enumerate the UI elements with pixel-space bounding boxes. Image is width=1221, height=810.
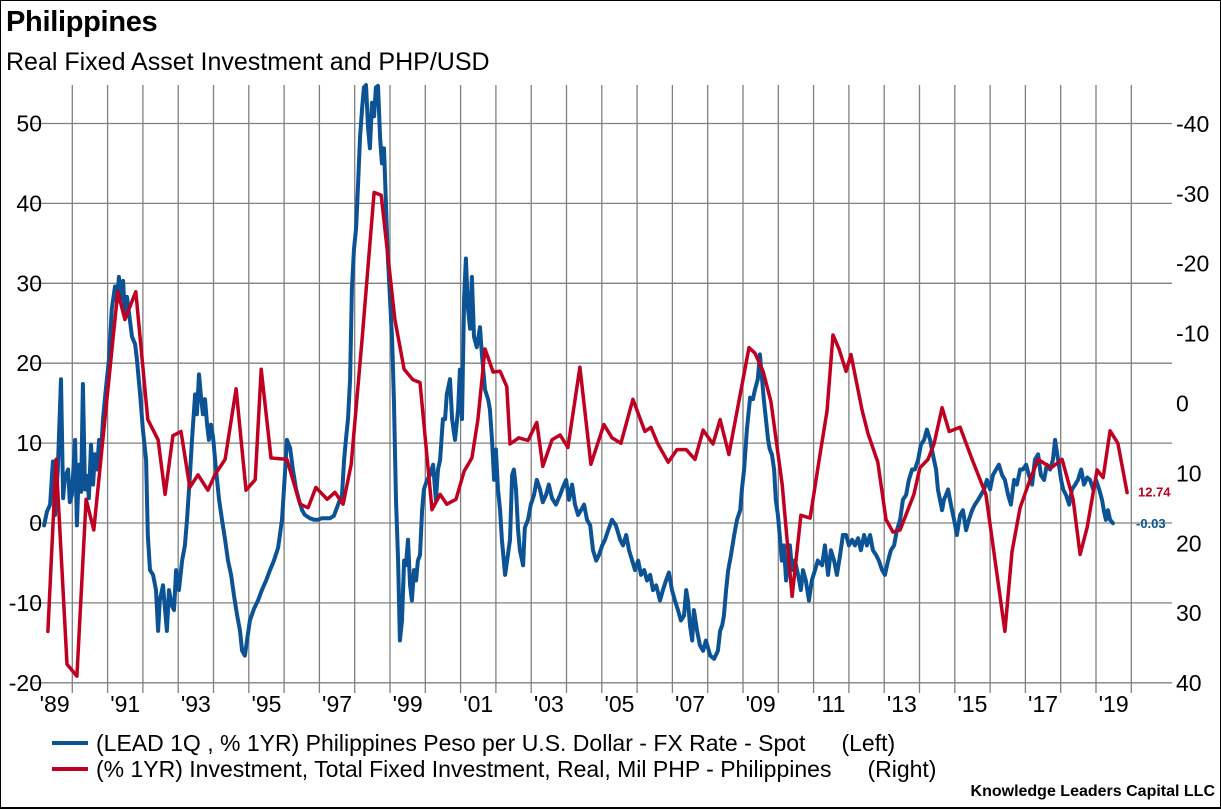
end-label-investment: 12.74 (1138, 485, 1171, 500)
left-tick-label: 30 (16, 270, 42, 296)
source-credit: Knowledge Leaders Capital LLC (970, 783, 1215, 800)
end-label-php-usd: -0.03 (1136, 516, 1166, 531)
x-tick-label: '07 (675, 691, 705, 717)
right-tick-label: 30 (1176, 600, 1202, 626)
right-tick-label: 10 (1176, 460, 1202, 486)
x-tick-label: '11 (817, 691, 845, 717)
series-line-php-usd (42, 83, 1115, 661)
chart-subtitle: Real Fixed Asset Investment and PHP/USD (6, 48, 490, 76)
x-tick-label: '89 (40, 691, 70, 717)
legend: (LEAD 1Q , % 1YR) Philippines Peso per U… (52, 730, 936, 782)
series-line-investment (46, 190, 1129, 678)
x-tick-label: '91 (110, 691, 140, 717)
right-tick-label: 20 (1176, 530, 1202, 556)
left-tick-label: 20 (16, 350, 42, 376)
x-tick-label: '95 (251, 691, 281, 717)
right-tick-label: -10 (1176, 321, 1209, 347)
left-tick-label: 10 (16, 430, 42, 456)
x-tick-label: '93 (181, 691, 211, 717)
legend-label: (LEAD 1Q , % 1YR) Philippines Peso per U… (96, 730, 806, 756)
right-tick-label: -20 (1176, 251, 1209, 277)
legend-axis-note: (Left) (841, 730, 896, 756)
x-axis: '89 '91 '93 '95 '97 '99 '01 '03 '05 '07 '09 '11 '13 '… (40, 691, 1129, 717)
x-tick-label: '19 (1099, 691, 1129, 717)
x-tick-label: '09 (746, 691, 776, 717)
x-tick-label: '97 (322, 691, 352, 717)
legend-item-investment: (% 1YR) Investment, Total Fixed Investme… (52, 756, 936, 782)
left-axis: 50 40 30 20 10 0 -10 -20 (9, 111, 42, 696)
left-tick-label: 0 (29, 510, 42, 536)
left-tick-label: 40 (16, 190, 42, 216)
x-tick-label: '99 (393, 691, 423, 717)
chart-title: Philippines (6, 6, 158, 38)
right-tick-label: -40 (1176, 111, 1209, 137)
right-tick-label: 40 (1176, 670, 1202, 696)
series-lines (42, 83, 1129, 678)
legend-label: (% 1YR) Investment, Total Fixed Investme… (96, 756, 832, 782)
x-tick-label: '17 (1028, 691, 1058, 717)
end-value-labels: 12.74 -0.03 (1136, 485, 1171, 532)
x-tick-label: '13 (887, 691, 917, 717)
left-tick-label: 50 (16, 111, 42, 137)
left-tick-label: -10 (9, 590, 42, 616)
right-tick-label: -30 (1176, 181, 1209, 207)
x-tick-label: '01 (463, 691, 493, 717)
x-tick-label: '03 (534, 691, 564, 717)
x-tick-label: '15 (957, 691, 987, 717)
legend-swatch-red (52, 767, 88, 771)
right-tick-label: 0 (1176, 391, 1189, 417)
legend-swatch-blue (52, 741, 88, 745)
legend-item-php-usd: (LEAD 1Q , % 1YR) Philippines Peso per U… (52, 730, 936, 756)
right-axis: -40 -30 -20 -10 0 10 20 30 40 (1176, 111, 1209, 696)
legend-axis-note: (Right) (867, 756, 937, 782)
x-tick-label: '05 (604, 691, 634, 717)
left-tick-label: -20 (9, 670, 42, 696)
